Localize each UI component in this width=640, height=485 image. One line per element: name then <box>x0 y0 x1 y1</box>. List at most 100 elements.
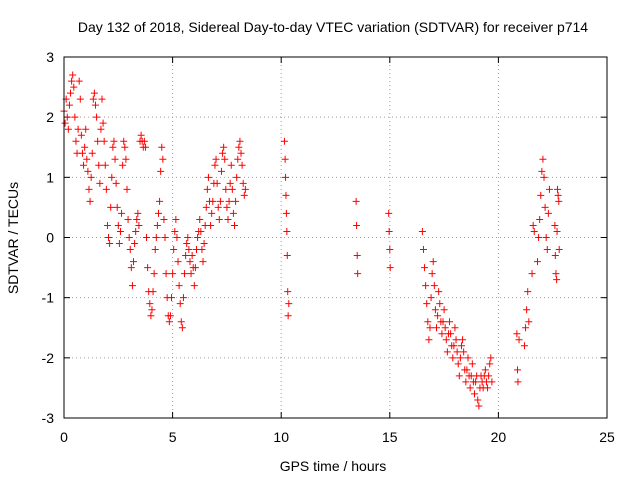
data-point-marker <box>481 366 489 374</box>
data-point-marker <box>456 354 464 362</box>
y-tick-label: 1 <box>46 169 54 185</box>
data-point-marker <box>178 324 186 332</box>
data-point-marker <box>146 300 154 308</box>
data-point-marker <box>487 354 495 362</box>
data-point-marker <box>88 149 96 157</box>
data-point-marker <box>82 125 90 133</box>
data-point-marker <box>425 336 433 344</box>
data-point-marker <box>154 209 162 217</box>
data-point-marker <box>418 227 426 235</box>
data-point-marker <box>352 197 360 205</box>
data-point-marker <box>224 215 232 223</box>
data-point-marker <box>435 288 443 296</box>
data-point-marker <box>460 348 468 356</box>
data-point-marker <box>197 227 205 235</box>
data-point-marker <box>110 137 118 145</box>
data-point-marker <box>446 318 454 326</box>
data-point-marker <box>353 221 361 229</box>
data-point-marker <box>422 282 430 290</box>
data-point-marker <box>233 173 241 181</box>
data-point-marker <box>522 324 530 332</box>
data-point-marker <box>162 270 170 278</box>
data-point-marker <box>67 89 75 97</box>
data-point-marker <box>112 179 120 187</box>
data-point-marker <box>538 167 546 175</box>
data-point-marker <box>173 234 181 241</box>
data-point-marker <box>436 300 444 308</box>
data-point-marker <box>434 312 442 320</box>
data-point-marker <box>423 300 431 308</box>
data-point-marker <box>385 227 393 235</box>
data-point-marker <box>105 234 113 241</box>
y-tick-label: 3 <box>46 49 54 65</box>
data-point-marker <box>520 342 528 350</box>
data-point-marker <box>223 203 231 211</box>
data-point-marker <box>551 252 559 260</box>
data-point-marker <box>485 372 493 380</box>
data-point-marker <box>551 221 559 229</box>
data-point-marker <box>152 234 160 241</box>
data-point-marker <box>229 209 237 217</box>
plot-frame <box>63 56 608 419</box>
data-point-marker <box>525 318 533 326</box>
data-point-marker <box>103 221 111 229</box>
data-point-marker <box>238 161 246 169</box>
y-tick-label: 2 <box>46 109 54 125</box>
data-point-marker <box>200 240 208 248</box>
data-point-marker <box>552 270 560 278</box>
data-point-marker <box>424 318 432 326</box>
data-point-marker <box>451 324 459 332</box>
data-point-marker <box>159 155 167 163</box>
data-point-marker <box>514 378 522 386</box>
data-point-marker <box>115 240 123 248</box>
data-point-marker <box>135 221 143 229</box>
data-point-marker <box>177 318 185 326</box>
data-point-marker <box>216 197 224 205</box>
data-point-marker <box>454 360 462 368</box>
data-point-marker <box>226 179 234 187</box>
data-point-marker <box>125 234 133 241</box>
data-point-marker <box>81 143 89 151</box>
data-point-marker <box>76 95 84 103</box>
data-point-marker <box>132 227 140 235</box>
data-point-marker <box>281 155 289 163</box>
chart-title: Day 132 of 2018, Sidereal Day-to-day VTE… <box>78 19 588 35</box>
data-point-marker <box>449 354 457 362</box>
data-point-marker <box>89 95 97 103</box>
data-point-marker <box>90 89 98 97</box>
x-tick-label: 20 <box>491 429 507 445</box>
data-point-marker <box>157 167 165 175</box>
data-point-marker <box>211 161 219 169</box>
data-point-marker <box>555 246 563 254</box>
data-point-marker <box>386 264 394 272</box>
data-point-marker <box>237 149 245 157</box>
data-point-marker <box>553 227 561 235</box>
data-point-marker <box>514 366 522 374</box>
data-point-marker <box>443 348 451 356</box>
data-point-marker <box>172 215 180 223</box>
data-point-marker <box>212 155 220 163</box>
data-point-marker <box>462 378 470 386</box>
data-point-marker <box>354 270 362 278</box>
data-point-marker <box>114 221 122 229</box>
data-point-marker <box>284 312 292 320</box>
x-axis-label: GPS time / hours <box>280 458 387 474</box>
data-point-marker <box>171 227 179 235</box>
data-point-marker <box>515 336 523 344</box>
data-point-marker <box>116 227 124 235</box>
data-point-marker <box>227 161 235 169</box>
data-point-marker <box>455 372 463 380</box>
data-point-marker <box>122 155 130 163</box>
data-point-marker <box>241 185 249 193</box>
data-point-marker <box>120 137 128 145</box>
data-point-marker <box>188 252 196 260</box>
data-point-marker <box>530 227 538 235</box>
x-tick-label: 15 <box>382 429 398 445</box>
data-point-marker <box>524 288 532 296</box>
data-point-marker <box>179 294 187 302</box>
data-point-marker <box>87 173 95 181</box>
data-point-marker <box>385 209 393 217</box>
data-point-marker <box>419 246 427 254</box>
data-point-marker <box>213 179 221 187</box>
